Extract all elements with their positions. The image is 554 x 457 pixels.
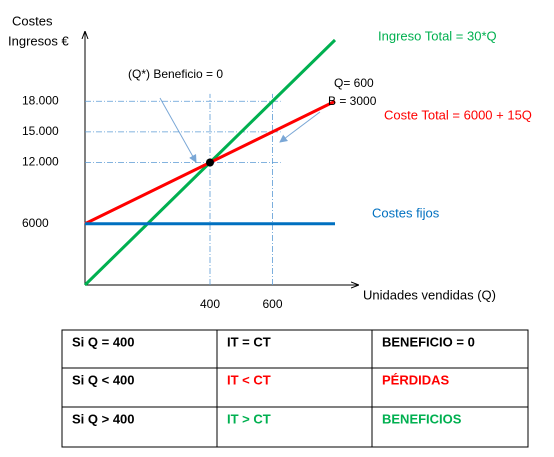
series-label: Costes fijos <box>372 205 440 220</box>
x-tick-label: 400 <box>200 297 220 311</box>
y-tick-label: 12.000 <box>22 155 59 169</box>
y-tick-label: 6000 <box>22 216 49 230</box>
table-cell: Si Q > 400 <box>72 411 135 426</box>
annotation: B = 3000 <box>328 94 377 108</box>
table-border <box>61 329 529 448</box>
arrow <box>159 97 197 163</box>
table-cell: IT < CT <box>227 372 271 387</box>
arrow <box>279 111 321 143</box>
table-cell: Si Q < 400 <box>72 372 135 387</box>
x-axis-label: Unidades vendidas (Q) <box>363 287 496 302</box>
table-cell: PÉRDIDAS <box>382 372 450 387</box>
y-tick-label: 15.000 <box>22 124 59 138</box>
series-label: Ingreso Total = 30*Q <box>378 28 497 43</box>
annotation: Q= 600 <box>334 76 374 90</box>
table-cell: BENEFICIOS <box>382 411 462 426</box>
y-axis-label: Ingresos € <box>8 33 69 48</box>
break-even-point <box>206 158 214 167</box>
annotation: (Q*) Beneficio = 0 <box>128 67 223 81</box>
series-label: Coste Total = 6000 + 15Q <box>384 107 532 122</box>
table-cell: IT > CT <box>227 411 271 426</box>
y-axis-label: Costes <box>12 13 53 28</box>
table-cell: Si Q = 400 <box>72 334 135 349</box>
y-tick-label: 18.000 <box>22 93 59 107</box>
series-line <box>84 99 336 226</box>
table-cell: IT = CT <box>227 334 271 349</box>
table-cell: BENEFICIO = 0 <box>382 334 475 349</box>
x-tick-label: 600 <box>262 297 282 311</box>
